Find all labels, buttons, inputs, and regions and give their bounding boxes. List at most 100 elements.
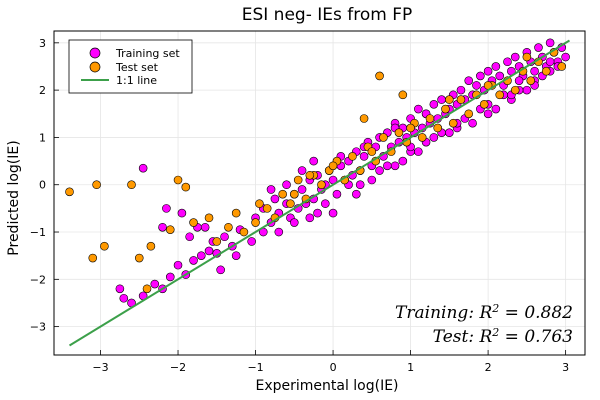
x-tick-label: 3 [562, 361, 569, 374]
training-point [150, 279, 160, 289]
training-point [297, 166, 307, 175]
training-point [375, 166, 384, 175]
test-point [134, 253, 144, 263]
training-point [456, 85, 466, 95]
annotation-test-value: 0.763 [524, 327, 573, 347]
test-point [495, 90, 505, 100]
training-point [491, 104, 501, 114]
training-point [204, 246, 214, 256]
training-point [115, 284, 125, 294]
test-point [367, 147, 377, 156]
legend-marker-training [89, 47, 101, 59]
legend-label-training: Training set [115, 47, 180, 60]
r-squared-annotations: Training: R2 = 0.882 Test: R2 = 0.763 [395, 302, 573, 348]
training-point [534, 43, 543, 52]
test-point [181, 182, 191, 192]
annotation-test-label: Test [433, 327, 469, 347]
training-point [138, 163, 148, 173]
x-axis-label: Experimental log(IE) [255, 378, 398, 394]
training-point [321, 199, 330, 208]
one-to-one-line [68, 39, 571, 347]
training-point [510, 52, 520, 62]
test-point [189, 218, 198, 227]
annotation-test-expr: R [478, 327, 492, 347]
training-point [437, 95, 446, 104]
test-point [127, 180, 136, 190]
test-point [456, 95, 466, 104]
test-point [441, 104, 450, 114]
training-point [200, 222, 210, 232]
x-tick-label: 2 [485, 361, 492, 374]
test-point [251, 218, 260, 227]
training-point [162, 204, 171, 213]
training-point [445, 128, 454, 137]
y-tick-label: 1 [39, 131, 46, 144]
legend-label-line: 1:1 line [116, 74, 157, 87]
test-point [526, 76, 536, 85]
training-point [189, 256, 198, 265]
training-point [483, 109, 493, 119]
training-point [305, 213, 315, 223]
training-point [328, 208, 338, 218]
legend-box [68, 39, 193, 94]
training-point [545, 38, 555, 48]
test-point [212, 237, 222, 246]
test-point [375, 71, 384, 81]
test-point [262, 204, 272, 213]
annotation-test: Test: R2 = 0.763 [433, 326, 573, 348]
training-point [282, 180, 291, 190]
x-tick-label: 1 [407, 361, 414, 374]
test-point [92, 180, 101, 190]
test-point [522, 52, 532, 62]
test-point [305, 170, 315, 180]
annotation-training: Training: R2 = 0.882 [395, 302, 573, 324]
training-point [266, 185, 276, 194]
training-point [185, 232, 194, 242]
training-point [158, 222, 167, 232]
test-point [479, 100, 489, 109]
test-point [224, 222, 233, 232]
training-point [476, 71, 485, 81]
annotation-training-expr: R [478, 303, 492, 323]
training-point [495, 71, 505, 81]
test-point [290, 189, 299, 199]
y-axis-label: Predicted log(IE) [6, 140, 22, 255]
test-point [328, 161, 338, 171]
test-point [464, 109, 474, 119]
test-point [445, 95, 454, 104]
training-point [177, 208, 187, 218]
test-point [348, 152, 357, 161]
y-tick-label: −2 [30, 273, 46, 286]
test-point [317, 180, 326, 190]
training-point [472, 81, 481, 90]
training-point [464, 76, 474, 85]
y-tick-label: 0 [39, 179, 46, 192]
x-tick-label: 0 [330, 361, 337, 374]
test-point [100, 241, 109, 251]
training-point [119, 293, 129, 303]
test-point [379, 133, 388, 142]
axis-ticks: −3 −2 −1 0 1 2 3 −3 −2 −1 0 1 2 3 [30, 37, 569, 374]
training-point [383, 161, 392, 171]
test-point [239, 227, 249, 237]
test-point [359, 114, 369, 123]
annotation-test-sup: 2 [491, 326, 499, 339]
series-one-to-one-line [68, 39, 571, 347]
training-point [297, 185, 307, 194]
training-point [429, 100, 439, 109]
test-point [65, 187, 74, 197]
training-point [173, 260, 183, 270]
test-point [433, 123, 443, 133]
training-point [429, 133, 439, 142]
training-point [503, 57, 512, 67]
training-point [196, 251, 206, 260]
annotation-training-value: 0.882 [524, 303, 573, 323]
test-point [448, 118, 458, 128]
training-point [274, 227, 284, 237]
training-point [231, 251, 241, 260]
y-tick-label: 2 [39, 84, 46, 97]
training-point [561, 52, 570, 62]
test-point [417, 133, 427, 142]
test-point [173, 175, 183, 185]
training-point [367, 175, 377, 185]
